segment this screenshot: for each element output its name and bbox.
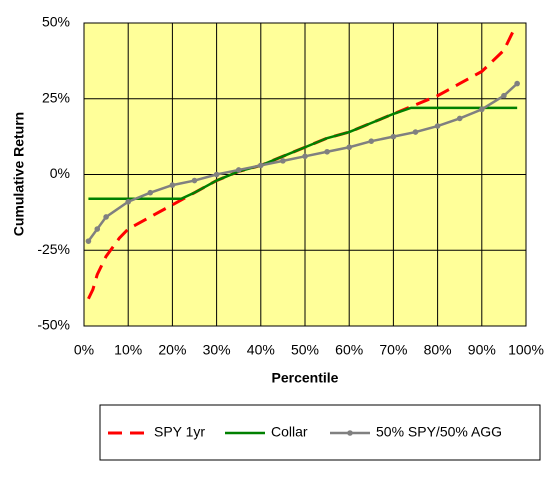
series-marker bbox=[479, 106, 485, 113]
series-line bbox=[88, 106, 518, 200]
series-marker bbox=[125, 198, 131, 205]
series-marker bbox=[235, 167, 242, 173]
series-marker bbox=[191, 177, 198, 184]
legend-label: Collar bbox=[271, 424, 308, 440]
series-marker bbox=[169, 182, 176, 188]
series-marker bbox=[302, 153, 308, 160]
x-tick-label: 80% bbox=[424, 342, 452, 358]
series-marker bbox=[280, 158, 286, 164]
x-tick-label: 0% bbox=[74, 342, 94, 358]
series-marker bbox=[456, 115, 463, 122]
series-marker bbox=[103, 214, 109, 220]
y-axis-title: Cumulative Return bbox=[11, 112, 27, 236]
series-marker bbox=[390, 133, 397, 140]
series-marker bbox=[501, 92, 507, 99]
x-tick-label: 60% bbox=[335, 342, 363, 358]
x-tick-label: 30% bbox=[203, 342, 231, 358]
series-marker bbox=[324, 148, 330, 155]
series-marker bbox=[368, 138, 375, 144]
series-marker bbox=[213, 171, 220, 178]
x-tick-label: 50% bbox=[291, 342, 319, 358]
legend-label: 50% SPY/50% AGG bbox=[376, 424, 502, 440]
x-tick-label: 40% bbox=[247, 342, 275, 358]
x-axis-title: Percentile bbox=[272, 370, 339, 386]
series-marker bbox=[514, 80, 520, 87]
series-marker bbox=[346, 144, 353, 151]
y-tick-label: 25% bbox=[42, 89, 70, 105]
series-marker bbox=[434, 123, 441, 129]
y-tick-label: 0% bbox=[50, 165, 70, 181]
legend-marker bbox=[347, 430, 353, 436]
series-line bbox=[87, 31, 515, 300]
series-marker bbox=[94, 226, 101, 232]
x-tick-label: 90% bbox=[468, 342, 496, 358]
x-tick-label: 10% bbox=[114, 342, 142, 358]
x-tick-label: 100% bbox=[508, 342, 544, 358]
x-tick-label: 70% bbox=[379, 342, 407, 358]
series-marker bbox=[85, 238, 92, 244]
legend-label: SPY 1yr bbox=[154, 424, 205, 440]
y-tick-label: -50% bbox=[37, 317, 70, 333]
series-line bbox=[87, 82, 519, 242]
series-marker bbox=[147, 189, 154, 196]
series-marker bbox=[258, 162, 264, 169]
x-tick-label: 20% bbox=[158, 342, 186, 358]
series-marker bbox=[412, 129, 419, 135]
y-tick-label: -25% bbox=[37, 241, 70, 257]
legend-box bbox=[99, 404, 541, 461]
y-tick-label: 50% bbox=[42, 14, 70, 30]
